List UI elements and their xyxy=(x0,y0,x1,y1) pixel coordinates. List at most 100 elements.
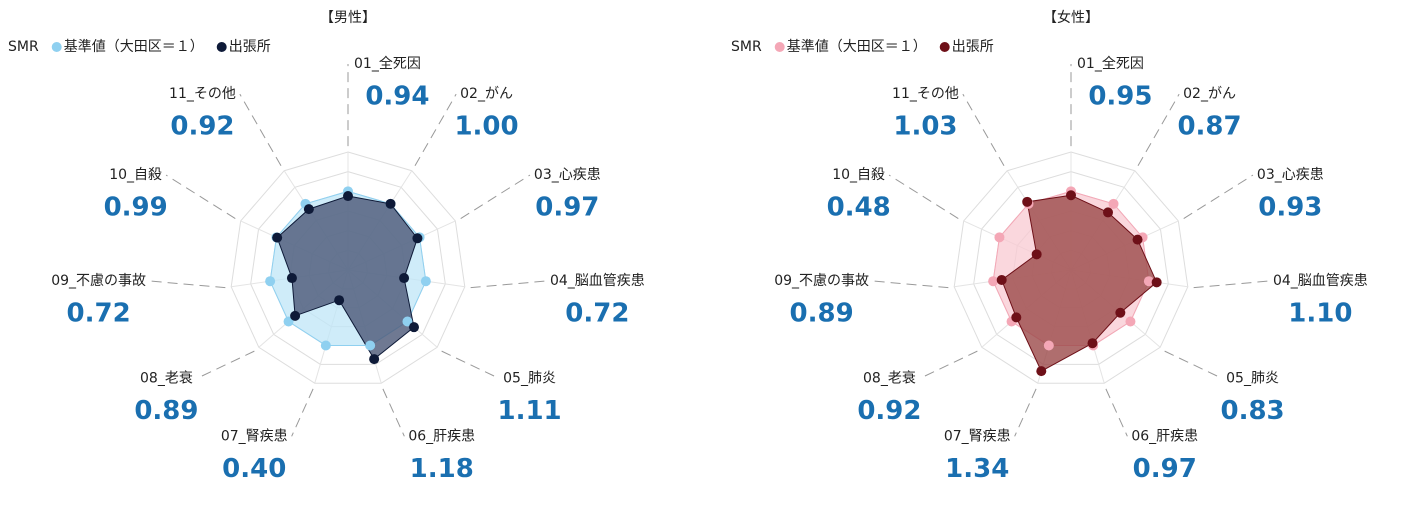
category-label: 11_その他 xyxy=(169,86,236,102)
value-label: 1.00 xyxy=(454,112,518,142)
leader-line xyxy=(382,388,405,437)
leader-line xyxy=(470,280,547,289)
data-point xyxy=(365,340,376,351)
data-point xyxy=(272,232,283,243)
legend-marker xyxy=(216,42,227,52)
data-point xyxy=(303,204,314,215)
leader-line xyxy=(239,93,282,167)
data-point xyxy=(343,191,353,202)
data-point xyxy=(1151,277,1162,288)
data-point xyxy=(334,295,345,306)
data-point xyxy=(994,232,1005,243)
value-label: 0.83 xyxy=(1220,396,1284,426)
leader-line xyxy=(441,350,500,379)
data-point xyxy=(399,273,410,284)
value-label: 0.95 xyxy=(1088,82,1152,112)
legend-label: 基準値（大田区＝１） xyxy=(64,38,204,55)
leader-line xyxy=(1014,388,1037,437)
value-label: 0.87 xyxy=(1177,112,1241,142)
data-point xyxy=(1031,249,1042,260)
data-point xyxy=(1011,312,1022,323)
value-label: 1.11 xyxy=(497,396,561,426)
data-point xyxy=(320,340,331,351)
data-point xyxy=(1036,366,1047,377)
chart-title: 【女性】 xyxy=(1043,9,1099,26)
leader-line xyxy=(1105,388,1128,437)
leader-line xyxy=(919,350,978,379)
data-point xyxy=(290,310,301,321)
series-area xyxy=(276,195,418,360)
legend-marker xyxy=(939,42,950,52)
value-label: 0.72 xyxy=(67,299,131,329)
category-label: 02_がん xyxy=(1183,86,1236,102)
legend-label: 出張所 xyxy=(229,39,271,55)
leader-line xyxy=(962,93,1005,167)
data-point xyxy=(420,276,431,287)
category-label: 07_腎疾患 xyxy=(944,428,1011,444)
data-point xyxy=(1108,198,1119,209)
data-point xyxy=(286,273,297,284)
leader-line xyxy=(1137,93,1180,167)
leader-line xyxy=(1164,350,1223,379)
category-label: 10_自殺 xyxy=(832,167,885,183)
leader-line xyxy=(460,174,531,219)
value-label: 0.92 xyxy=(857,396,921,426)
category-label: 04_脳血管疾患 xyxy=(1273,273,1368,289)
value-label: 0.99 xyxy=(104,193,168,223)
data-point xyxy=(385,198,396,209)
value-label: 0.48 xyxy=(827,193,891,223)
data-point xyxy=(1022,196,1033,207)
data-point xyxy=(402,316,413,327)
category-label: 02_がん xyxy=(460,86,513,102)
category-label: 06_肝疾患 xyxy=(1131,428,1198,444)
legend-label: 基準値（大田区＝１） xyxy=(787,38,927,55)
data-point xyxy=(369,354,380,365)
legend-label: 出張所 xyxy=(952,39,994,55)
data-point xyxy=(408,322,419,333)
data-point xyxy=(1087,338,1098,349)
data-point xyxy=(283,316,294,327)
category-label: 03_心疾患 xyxy=(1257,167,1324,183)
grid-ring xyxy=(250,171,446,365)
data-point xyxy=(265,276,276,287)
leader-line xyxy=(414,93,457,167)
data-point xyxy=(1103,207,1114,218)
data-point xyxy=(1115,307,1126,318)
legend-marker xyxy=(774,42,785,52)
grid-ring xyxy=(230,151,466,384)
legend-marker xyxy=(51,42,62,52)
value-label: 0.89 xyxy=(790,299,854,329)
data-point xyxy=(996,274,1007,285)
legend-title: SMR xyxy=(8,39,39,55)
grid-ring xyxy=(953,151,1189,384)
data-point xyxy=(1125,316,1136,327)
value-label: 0.92 xyxy=(170,112,234,142)
value-label: 0.72 xyxy=(565,299,629,329)
leader-line xyxy=(291,388,314,437)
value-label: 0.40 xyxy=(222,454,286,484)
data-point xyxy=(988,276,999,287)
leader-line xyxy=(888,174,959,219)
data-point xyxy=(1132,234,1143,245)
category-label: 11_その他 xyxy=(892,86,959,102)
category-label: 01_全死因 xyxy=(1077,55,1144,72)
leader-line xyxy=(165,174,236,219)
data-point xyxy=(412,233,423,244)
value-label: 1.03 xyxy=(893,112,957,142)
category-label: 06_肝疾患 xyxy=(408,428,475,444)
value-label: 0.89 xyxy=(134,396,198,426)
legend-title: SMR xyxy=(731,39,762,55)
category-label: 08_老衰 xyxy=(140,369,193,386)
data-point xyxy=(1066,190,1076,201)
leader-line xyxy=(149,280,226,289)
value-label: 1.18 xyxy=(410,454,474,484)
leader-line xyxy=(196,350,255,379)
category-label: 09_不慮の事故 xyxy=(774,273,869,289)
category-label: 07_腎疾患 xyxy=(221,428,288,444)
leader-line xyxy=(1183,174,1254,219)
grid-ring xyxy=(973,171,1169,365)
data-point xyxy=(1043,340,1054,351)
data-point xyxy=(1143,276,1154,287)
leader-line xyxy=(1193,280,1270,289)
series-area xyxy=(1001,194,1158,372)
